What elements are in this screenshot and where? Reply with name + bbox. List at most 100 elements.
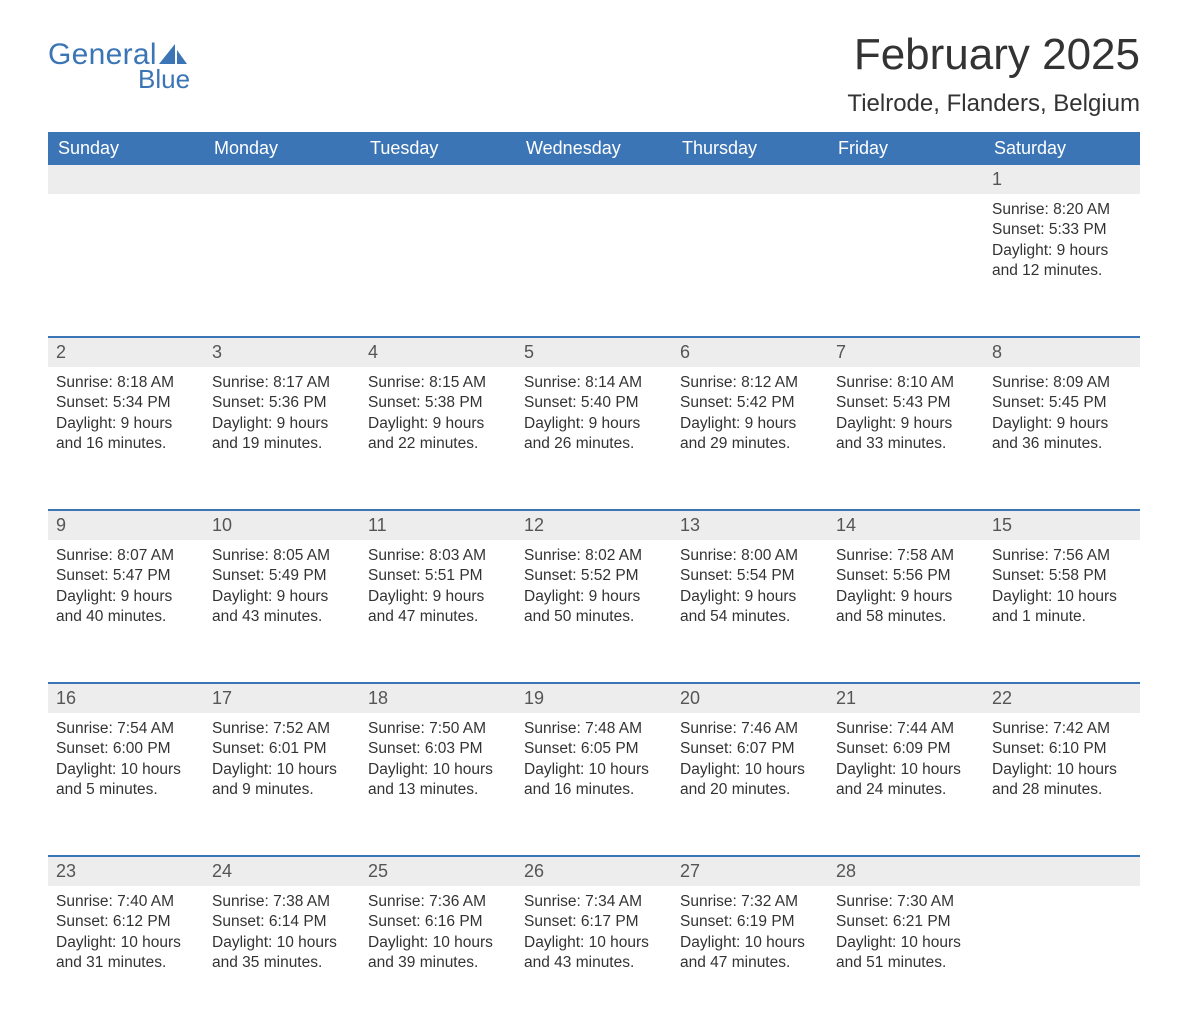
daylight-line: Daylight: 9 hours and 43 minutes. [212,587,352,628]
day-number: 11 [360,511,516,540]
cell-body: Sunrise: 8:02 AMSunset: 5:52 PMDaylight:… [516,540,672,628]
sunset-line: Sunset: 5:52 PM [524,566,664,586]
day-number: 13 [672,511,828,540]
daylight-line: Daylight: 9 hours and 54 minutes. [680,587,820,628]
daylight-line: Daylight: 9 hours and 22 minutes. [368,414,508,455]
week-row: Sunrise: 8:20 AMSunset: 5:33 PMDaylight:… [48,194,1140,314]
day-number: 5 [516,338,672,367]
calendar-cell: Sunrise: 8:12 AMSunset: 5:42 PMDaylight:… [672,367,828,487]
header-friday: Friday [828,132,984,165]
calendar-cell: Sunrise: 8:03 AMSunset: 5:51 PMDaylight:… [360,540,516,660]
calendar-cell [828,194,984,314]
day-number: 18 [360,684,516,713]
sunrise-line: Sunrise: 7:52 AM [212,719,352,739]
calendar-cell: Sunrise: 7:38 AMSunset: 6:14 PMDaylight:… [204,886,360,1006]
week-daynum-bar: 9101112131415 [48,509,1140,540]
daylight-line: Daylight: 10 hours and 47 minutes. [680,933,820,974]
calendar-cell: Sunrise: 8:20 AMSunset: 5:33 PMDaylight:… [984,194,1140,314]
daylight-line: Daylight: 10 hours and 24 minutes. [836,760,976,801]
sunset-line: Sunset: 6:17 PM [524,912,664,932]
calendar-cell [516,194,672,314]
sunset-line: Sunset: 6:12 PM [56,912,196,932]
daylight-line: Daylight: 9 hours and 36 minutes. [992,414,1132,455]
day-number [204,165,360,194]
day-number: 10 [204,511,360,540]
day-number: 6 [672,338,828,367]
cell-body: Sunrise: 7:32 AMSunset: 6:19 PMDaylight:… [672,886,828,974]
day-number: 17 [204,684,360,713]
day-number: 4 [360,338,516,367]
sunset-line: Sunset: 5:36 PM [212,393,352,413]
sunrise-line: Sunrise: 7:50 AM [368,719,508,739]
sunset-line: Sunset: 6:21 PM [836,912,976,932]
day-number: 21 [828,684,984,713]
cell-body: Sunrise: 7:58 AMSunset: 5:56 PMDaylight:… [828,540,984,628]
calendar-header-row: Sunday Monday Tuesday Wednesday Thursday… [48,132,1140,165]
cell-body: Sunrise: 7:38 AMSunset: 6:14 PMDaylight:… [204,886,360,974]
cell-body: Sunrise: 7:52 AMSunset: 6:01 PMDaylight:… [204,713,360,801]
calendar-cell: Sunrise: 7:56 AMSunset: 5:58 PMDaylight:… [984,540,1140,660]
calendar-cell: Sunrise: 7:40 AMSunset: 6:12 PMDaylight:… [48,886,204,1006]
header-tuesday: Tuesday [360,132,516,165]
daylight-line: Daylight: 10 hours and 31 minutes. [56,933,196,974]
calendar-cell: Sunrise: 7:42 AMSunset: 6:10 PMDaylight:… [984,713,1140,833]
day-number [672,165,828,194]
sunrise-line: Sunrise: 7:30 AM [836,892,976,912]
sunrise-line: Sunrise: 8:18 AM [56,373,196,393]
calendar-cell: Sunrise: 7:30 AMSunset: 6:21 PMDaylight:… [828,886,984,1006]
sunset-line: Sunset: 6:03 PM [368,739,508,759]
day-number: 28 [828,857,984,886]
sunrise-line: Sunrise: 7:36 AM [368,892,508,912]
week-row: Sunrise: 8:18 AMSunset: 5:34 PMDaylight:… [48,367,1140,487]
daylight-line: Daylight: 9 hours and 58 minutes. [836,587,976,628]
sunrise-line: Sunrise: 7:56 AM [992,546,1132,566]
cell-body: Sunrise: 8:15 AMSunset: 5:38 PMDaylight:… [360,367,516,455]
cell-body: Sunrise: 8:17 AMSunset: 5:36 PMDaylight:… [204,367,360,455]
calendar-cell: Sunrise: 8:10 AMSunset: 5:43 PMDaylight:… [828,367,984,487]
sunrise-line: Sunrise: 8:02 AM [524,546,664,566]
sunrise-line: Sunrise: 7:34 AM [524,892,664,912]
week-row: Sunrise: 8:07 AMSunset: 5:47 PMDaylight:… [48,540,1140,660]
daylight-line: Daylight: 10 hours and 1 minute. [992,587,1132,628]
sunrise-line: Sunrise: 7:42 AM [992,719,1132,739]
calendar-cell [672,194,828,314]
daylight-line: Daylight: 10 hours and 9 minutes. [212,760,352,801]
daylight-line: Daylight: 9 hours and 50 minutes. [524,587,664,628]
sunset-line: Sunset: 6:19 PM [680,912,820,932]
daylight-line: Daylight: 9 hours and 29 minutes. [680,414,820,455]
day-number: 22 [984,684,1140,713]
day-number: 27 [672,857,828,886]
sunrise-line: Sunrise: 8:20 AM [992,200,1132,220]
daylight-line: Daylight: 10 hours and 20 minutes. [680,760,820,801]
daylight-line: Daylight: 10 hours and 39 minutes. [368,933,508,974]
day-number: 23 [48,857,204,886]
cell-body: Sunrise: 8:09 AMSunset: 5:45 PMDaylight:… [984,367,1140,455]
calendar-cell [48,194,204,314]
header-sunday: Sunday [48,132,204,165]
week-daynum-bar: 2345678 [48,336,1140,367]
sunset-line: Sunset: 6:07 PM [680,739,820,759]
cell-body: Sunrise: 8:03 AMSunset: 5:51 PMDaylight:… [360,540,516,628]
day-number [984,857,1140,886]
sunrise-line: Sunrise: 7:54 AM [56,719,196,739]
cell-body: Sunrise: 7:48 AMSunset: 6:05 PMDaylight:… [516,713,672,801]
calendar-cell: Sunrise: 7:44 AMSunset: 6:09 PMDaylight:… [828,713,984,833]
calendar-cell: Sunrise: 7:58 AMSunset: 5:56 PMDaylight:… [828,540,984,660]
day-number [48,165,204,194]
sunrise-line: Sunrise: 8:17 AM [212,373,352,393]
day-number [828,165,984,194]
daylight-line: Daylight: 10 hours and 51 minutes. [836,933,976,974]
daylight-line: Daylight: 10 hours and 28 minutes. [992,760,1132,801]
calendar-cell [360,194,516,314]
calendar-cell [204,194,360,314]
sunset-line: Sunset: 6:05 PM [524,739,664,759]
sunset-line: Sunset: 5:42 PM [680,393,820,413]
day-number: 15 [984,511,1140,540]
sunrise-line: Sunrise: 7:58 AM [836,546,976,566]
header-thursday: Thursday [672,132,828,165]
sunrise-line: Sunrise: 8:05 AM [212,546,352,566]
sunrise-line: Sunrise: 8:12 AM [680,373,820,393]
header-monday: Monday [204,132,360,165]
calendar-cell: Sunrise: 7:52 AMSunset: 6:01 PMDaylight:… [204,713,360,833]
calendar-cell: Sunrise: 8:09 AMSunset: 5:45 PMDaylight:… [984,367,1140,487]
